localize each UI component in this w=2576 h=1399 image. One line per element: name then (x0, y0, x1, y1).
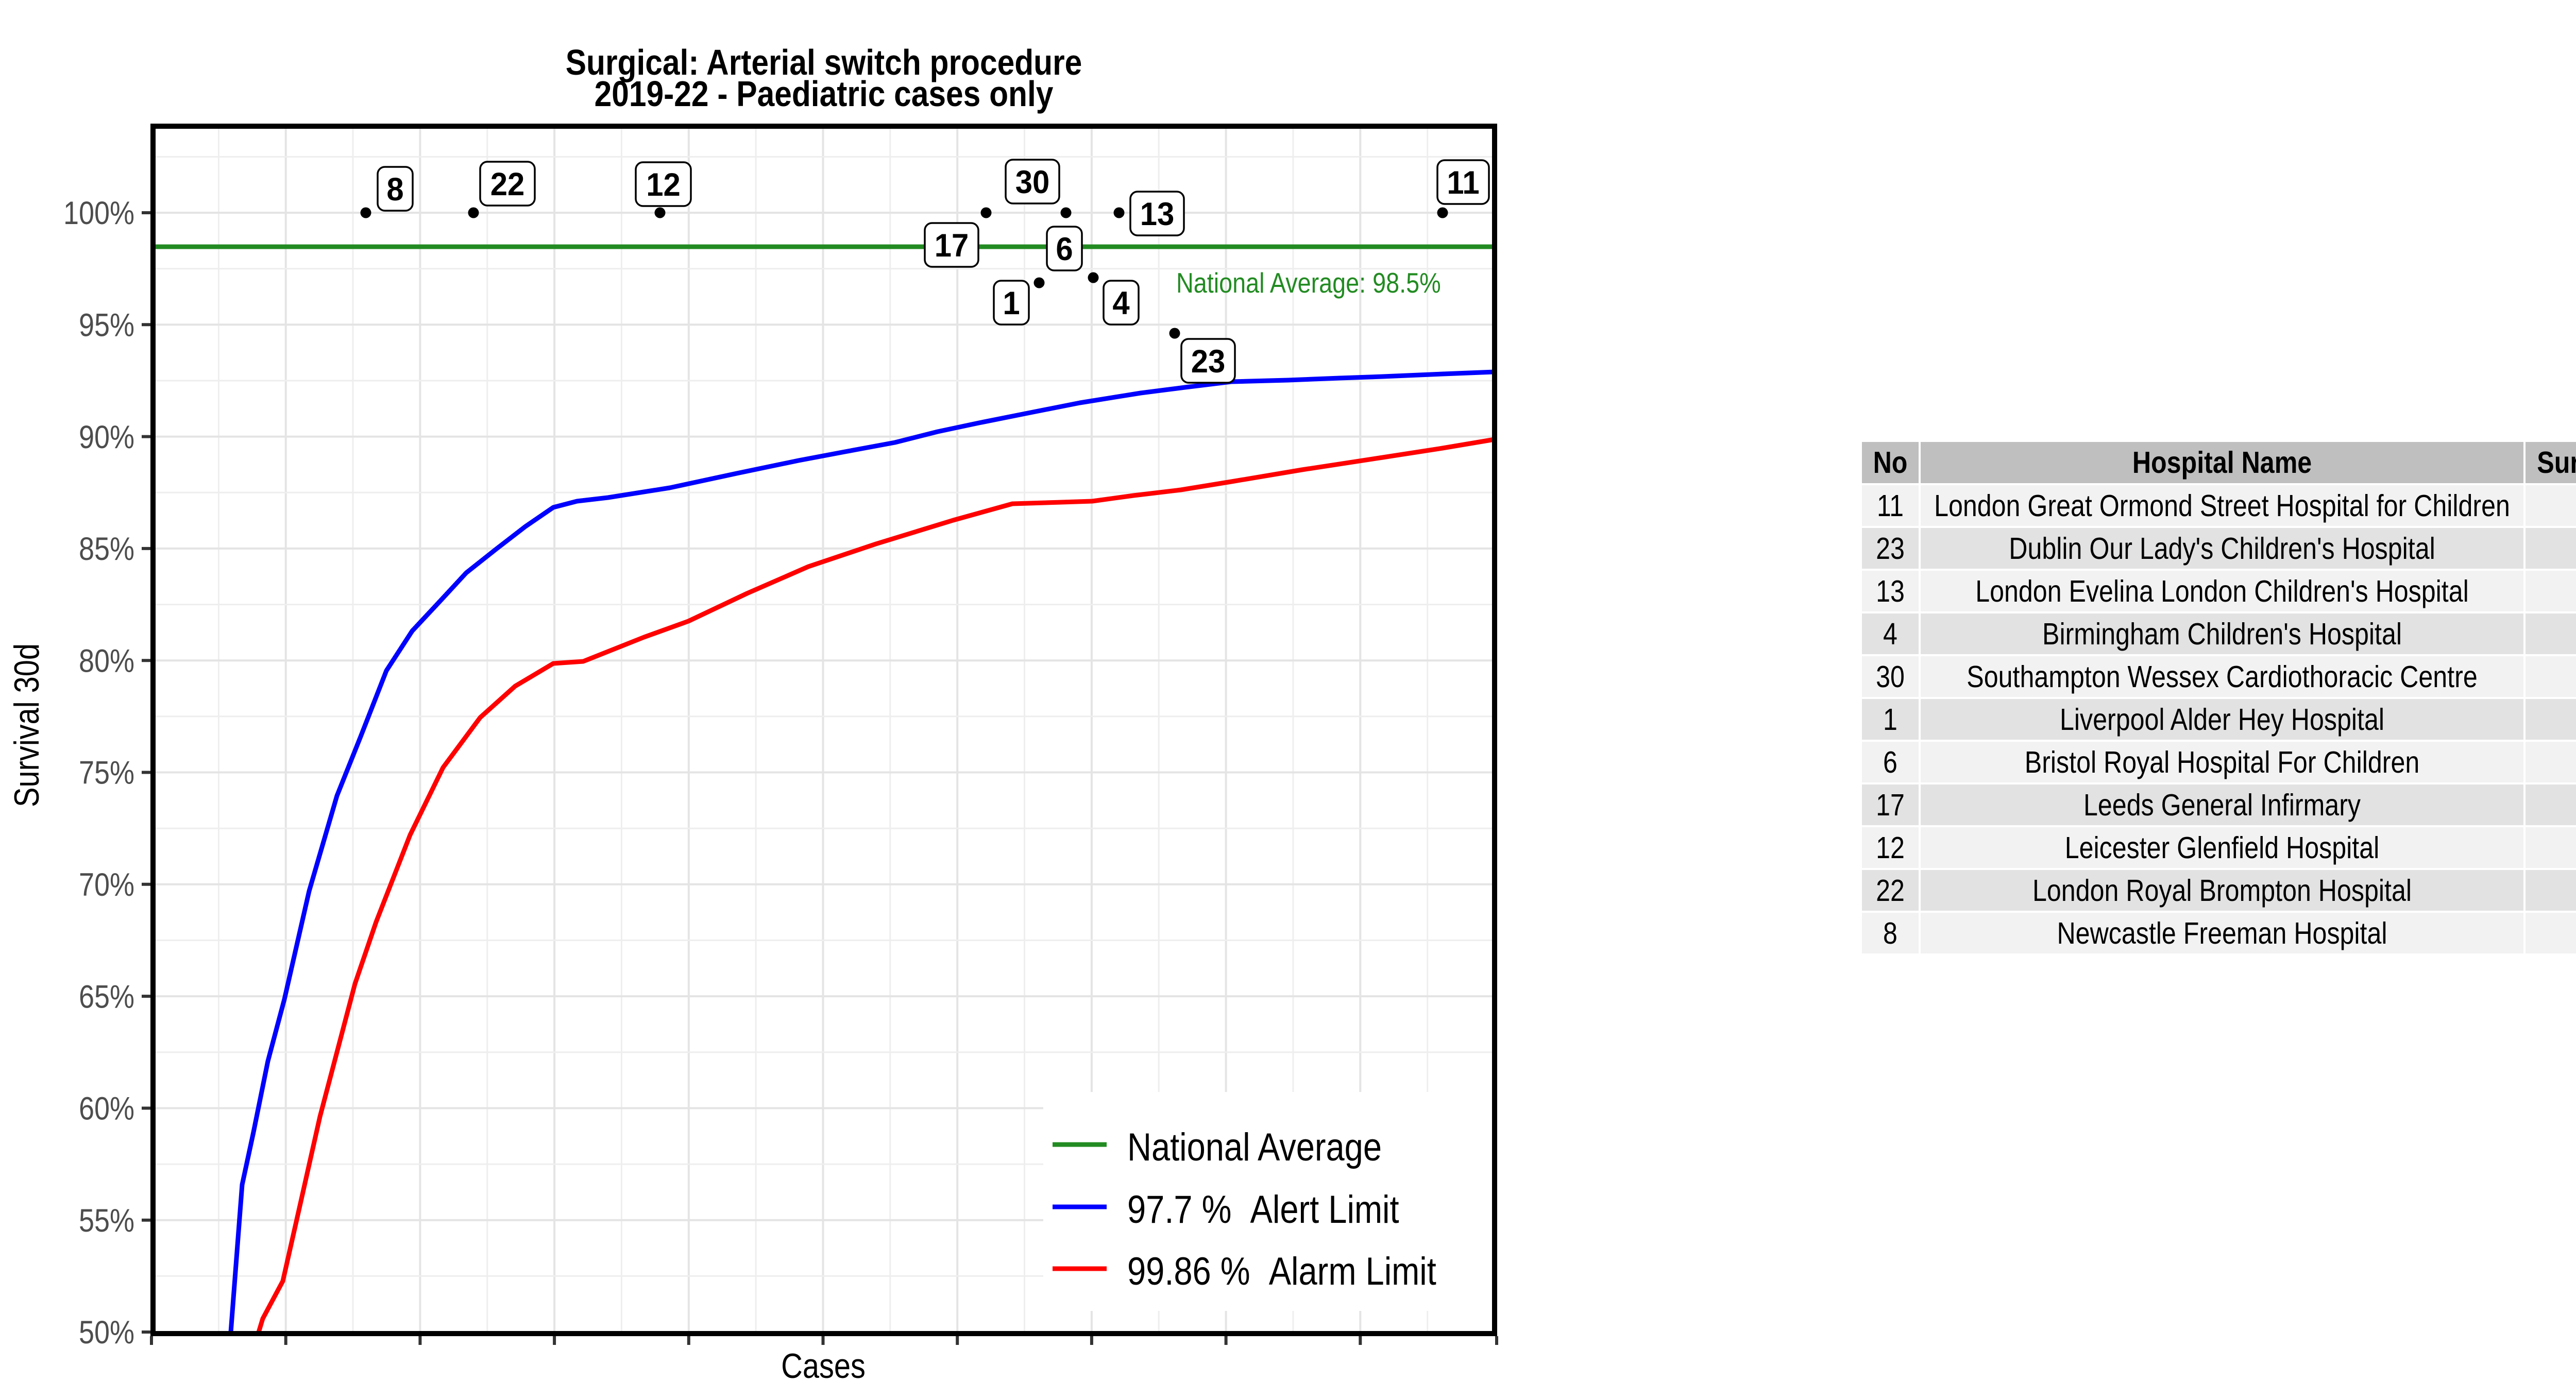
svg-text:75%: 75% (79, 755, 134, 791)
svg-text:90%: 90% (79, 419, 134, 455)
svg-text:55%: 55% (79, 1203, 134, 1239)
svg-text:60%: 60% (79, 1091, 134, 1127)
svg-text:4: 4 (1112, 285, 1129, 322)
svg-text:95%: 95% (79, 307, 134, 343)
svg-text:11: 11 (1447, 165, 1479, 201)
svg-text:13: 13 (1140, 196, 1175, 233)
svg-text:2019-22 - Paediatric cases onl: 2019-22 - Paediatric cases only (595, 74, 1054, 114)
svg-text:70%: 70% (79, 867, 134, 903)
svg-text:17: 17 (935, 228, 969, 264)
svg-text:1: 1 (1003, 285, 1020, 322)
svg-text:50%: 50% (79, 1315, 134, 1351)
svg-text:30: 30 (1015, 164, 1050, 201)
svg-text:Cases: Cases (781, 1347, 866, 1386)
svg-text:Surgical: Arterial switch proc: Surgical: Arterial switch procedure (566, 42, 1082, 82)
svg-text:80%: 80% (79, 643, 134, 679)
svg-text:100%: 100% (63, 195, 134, 231)
svg-text:6: 6 (1056, 231, 1073, 268)
svg-text:National Average: 98.5%: National Average: 98.5% (1176, 267, 1441, 298)
svg-text:65%: 65% (79, 979, 134, 1015)
svg-text:Survival 30d: Survival 30d (8, 643, 46, 807)
svg-text:12: 12 (646, 167, 681, 203)
svg-text:22: 22 (490, 166, 525, 203)
svg-text:97.7 % Alert Limit: 97.7 % Alert Limit (1127, 1188, 1399, 1232)
svg-text:99.86 % Alarm Limit: 99.86 % Alarm Limit (1127, 1250, 1436, 1293)
svg-text:National Average: National Average (1127, 1125, 1382, 1169)
svg-text:23: 23 (1191, 344, 1226, 380)
svg-text:8: 8 (386, 172, 403, 208)
svg-text:85%: 85% (79, 531, 134, 567)
